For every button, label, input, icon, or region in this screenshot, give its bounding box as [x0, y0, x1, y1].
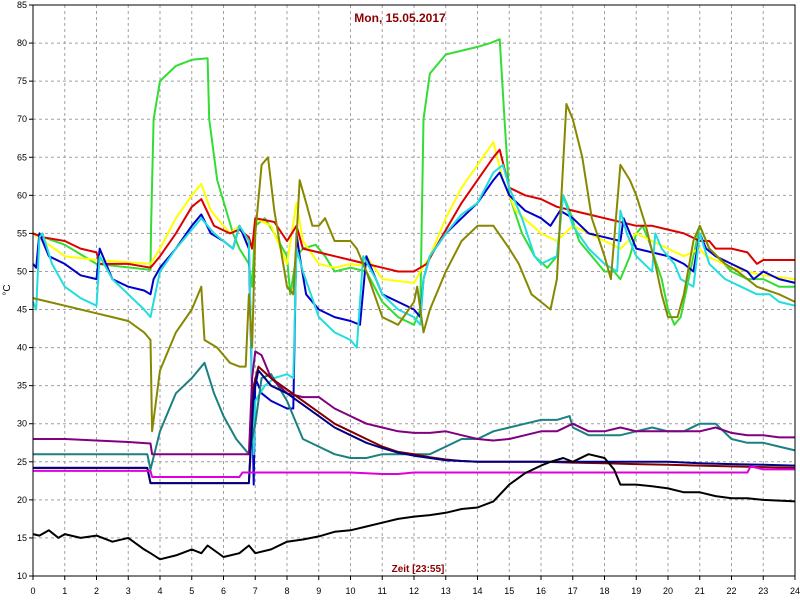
- y-tick-label: 25: [17, 457, 27, 467]
- x-tick-label: 11: [378, 586, 387, 596]
- x-tick-label: 9: [316, 586, 321, 596]
- series-line-12: [32, 453, 796, 561]
- x-tick-label: 0: [30, 586, 35, 596]
- x-tick-label: 17: [568, 586, 578, 596]
- x-tick-label: 18: [599, 586, 609, 596]
- x-tick-label: 21: [695, 586, 705, 596]
- y-tick-label: 85: [17, 0, 27, 10]
- y-tick-label: 80: [17, 38, 27, 48]
- y-tick-label: 50: [17, 266, 27, 276]
- y-tick-label: 70: [17, 114, 27, 124]
- x-tick-label: 12: [409, 586, 419, 596]
- x-tick-label: 3: [126, 586, 131, 596]
- series-group: [32, 38, 796, 561]
- x-tick-label: 5: [189, 586, 194, 596]
- x-tick-label: 16: [536, 586, 546, 596]
- x-axis-label: Zeit [23:55]: [392, 564, 445, 575]
- series-line-8: [33, 350, 795, 456]
- x-tick-label: 10: [345, 586, 355, 596]
- x-tick-label: 2: [94, 586, 99, 596]
- x-tick-label: 6: [221, 586, 226, 596]
- series-line-1: [32, 38, 795, 326]
- x-axis-ticks: 0 1 2 3 4 5 6 7 8 9 10 11 12 13 14 15 16 17 18 19 20 21 22 23 24: [30, 576, 800, 596]
- series-line-6: [32, 103, 796, 433]
- y-tick-label: 65: [17, 152, 27, 162]
- y-tick-label: 45: [17, 305, 27, 315]
- x-tick-label: 14: [472, 586, 482, 596]
- series-line-5: [32, 163, 796, 456]
- x-tick-label: 1: [62, 586, 67, 596]
- y-tick-label: 20: [17, 495, 27, 505]
- x-tick-label: 8: [284, 586, 289, 596]
- x-tick-label: 4: [157, 586, 162, 596]
- series-line-4: [32, 171, 796, 486]
- y-tick-label: 10: [17, 571, 27, 581]
- y-tick-label: 75: [17, 76, 27, 86]
- series-line-10: [33, 369, 796, 485]
- y-tick-label: 40: [17, 343, 27, 353]
- x-tick-label: 20: [663, 586, 673, 596]
- series-line-2: [32, 141, 796, 284]
- x-tick-label: 24: [790, 586, 800, 596]
- y-tick-label: 35: [17, 381, 27, 391]
- x-tick-label: 13: [441, 586, 451, 596]
- chart-title: Mon, 15.05.2017: [354, 11, 446, 25]
- y-tick-label: 55: [17, 228, 27, 238]
- x-tick-label: 19: [631, 586, 641, 596]
- x-tick-label: 15: [504, 586, 514, 596]
- y-tick-label: 60: [17, 190, 27, 200]
- series-line-11: [33, 465, 795, 478]
- x-tick-label: 7: [253, 586, 258, 596]
- y-tick-label: 30: [17, 419, 27, 429]
- x-tick-label: 23: [758, 586, 768, 596]
- y-tick-label: 15: [17, 533, 27, 543]
- y-axis-ticks: 10 15 20 25 30 35 40 45 50 55 60 65 70 75 80 85: [17, 0, 33, 581]
- y-axis-label: °C: [2, 284, 13, 295]
- series-line-3: [32, 148, 795, 273]
- x-tick-label: 22: [726, 586, 736, 596]
